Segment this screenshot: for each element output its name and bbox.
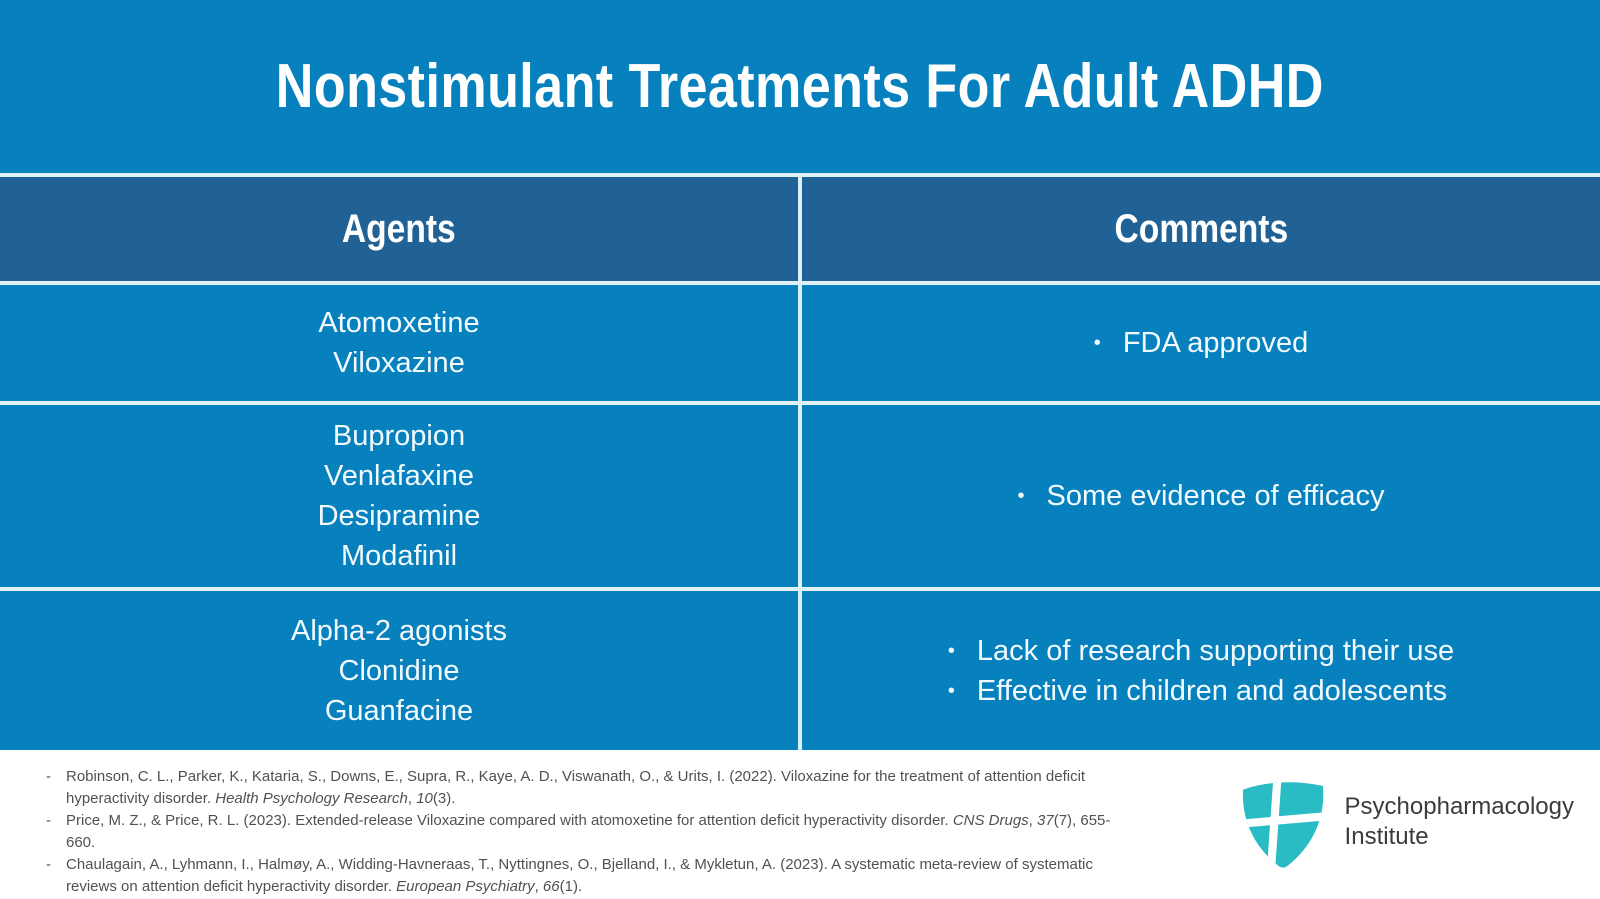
reference-text: Chaulagain, A., Lyhmann, I., Halmøy, A.,… [66,856,1093,895]
reference-item: - Price, M. Z., & Price, R. L. (2023). Ex… [46,812,1111,851]
comment-text: Effective in children and adolescents [976,674,1448,707]
reference-text: Robinson, C. L., Parker, K., Kataria, S.… [66,768,1086,807]
reference-volume: 66 [542,878,560,895]
comments-cell-row2: • Some evidence of efficacy [802,405,1600,587]
comment-text: Lack of research supporting their use [976,634,1455,667]
page-title: Nonstimulant Treatments For Adult ADHD [276,52,1324,121]
comments-list: • FDA approved [1094,323,1308,363]
agent-name: Bupropion [332,420,466,452]
column-header-comments-label: Comments [1114,206,1288,251]
reference-volume: 37 [1037,812,1054,829]
comments-cell-row1: • FDA approved [802,285,1600,401]
logo-text: Psychopharmacology Institute [1345,792,1574,852]
logo-line2: Institute [1344,823,1429,850]
agents-cell-row1: Atomoxetine Viloxazine [0,285,798,401]
reference-dash: - [46,812,51,829]
agent-name: Viloxazine [333,347,465,379]
title-band: Nonstimulant Treatments For Adult ADHD [0,0,1600,173]
bullet-icon: • [947,639,955,662]
reference-dash: - [46,768,51,785]
reference-journal: CNS Drugs [952,812,1029,829]
reference-item: - Robinson, C. L., Parker, K., Kataria, S… [46,768,1086,807]
comment-item: • Lack of research supporting their use [948,631,1454,671]
column-header-comments: Comments [802,177,1600,281]
agent-name: Alpha-2 agonists [290,614,508,647]
reference-item: - Chaulagain, A., Lyhmann, I., Halmøy, A.… [46,856,1093,895]
column-header-agents: Agents [0,177,798,281]
comments-cell-row3: • Lack of research supporting their use … [802,591,1600,750]
agent-name: Guanfacine [324,694,474,727]
reference-journal: Health Psychology Research [215,790,408,807]
comment-item: • Some evidence of efficacy [1017,476,1384,516]
shield-cross-icon [1242,782,1323,868]
agent-name: Modafinil [340,540,458,572]
footer: - Robinson, C. L., Parker, K., Kataria, S… [0,750,1600,899]
psychopharmacology-institute-logo: Psychopharmacology Institute [1237,766,1574,899]
agents-cell-row3: Alpha-2 agonists Clonidine Guanfacine [0,591,798,750]
reference-list: - Robinson, C. L., Parker, K., Kataria, S… [44,766,1139,899]
reference-journal: European Psychiatry [396,878,535,895]
logo-line1: Psychopharmacology [1344,793,1574,820]
agents-cell-row2: Bupropion Venlafaxine Desipramine Modafi… [0,405,798,587]
agent-name: Desipramine [317,500,481,532]
bullet-icon: • [1017,485,1025,507]
bullet-icon: • [947,679,955,702]
treatments-table: Agents Comments Atomoxetine Viloxazine •… [0,173,1600,750]
comments-list: • Lack of research supporting their use … [948,631,1454,711]
agent-name: Venlafaxine [324,460,474,492]
reference-dash: - [46,856,51,873]
column-header-agents-label: Agents [342,206,456,251]
reference-text: Price, M. Z., & Price, R. L. (2023). Ext… [66,812,953,829]
reference-volume: 10 [416,790,433,807]
agent-name: Clonidine [338,654,460,687]
comment-text: FDA approved [1122,327,1309,359]
comment-item: • FDA approved [1094,323,1308,363]
comment-item: • Effective in children and adolescents [948,671,1447,711]
comments-list: • Some evidence of efficacy [1017,476,1384,516]
bullet-icon: • [1093,332,1101,354]
comment-text: Some evidence of efficacy [1046,480,1385,512]
agent-name: Atomoxetine [318,307,480,339]
